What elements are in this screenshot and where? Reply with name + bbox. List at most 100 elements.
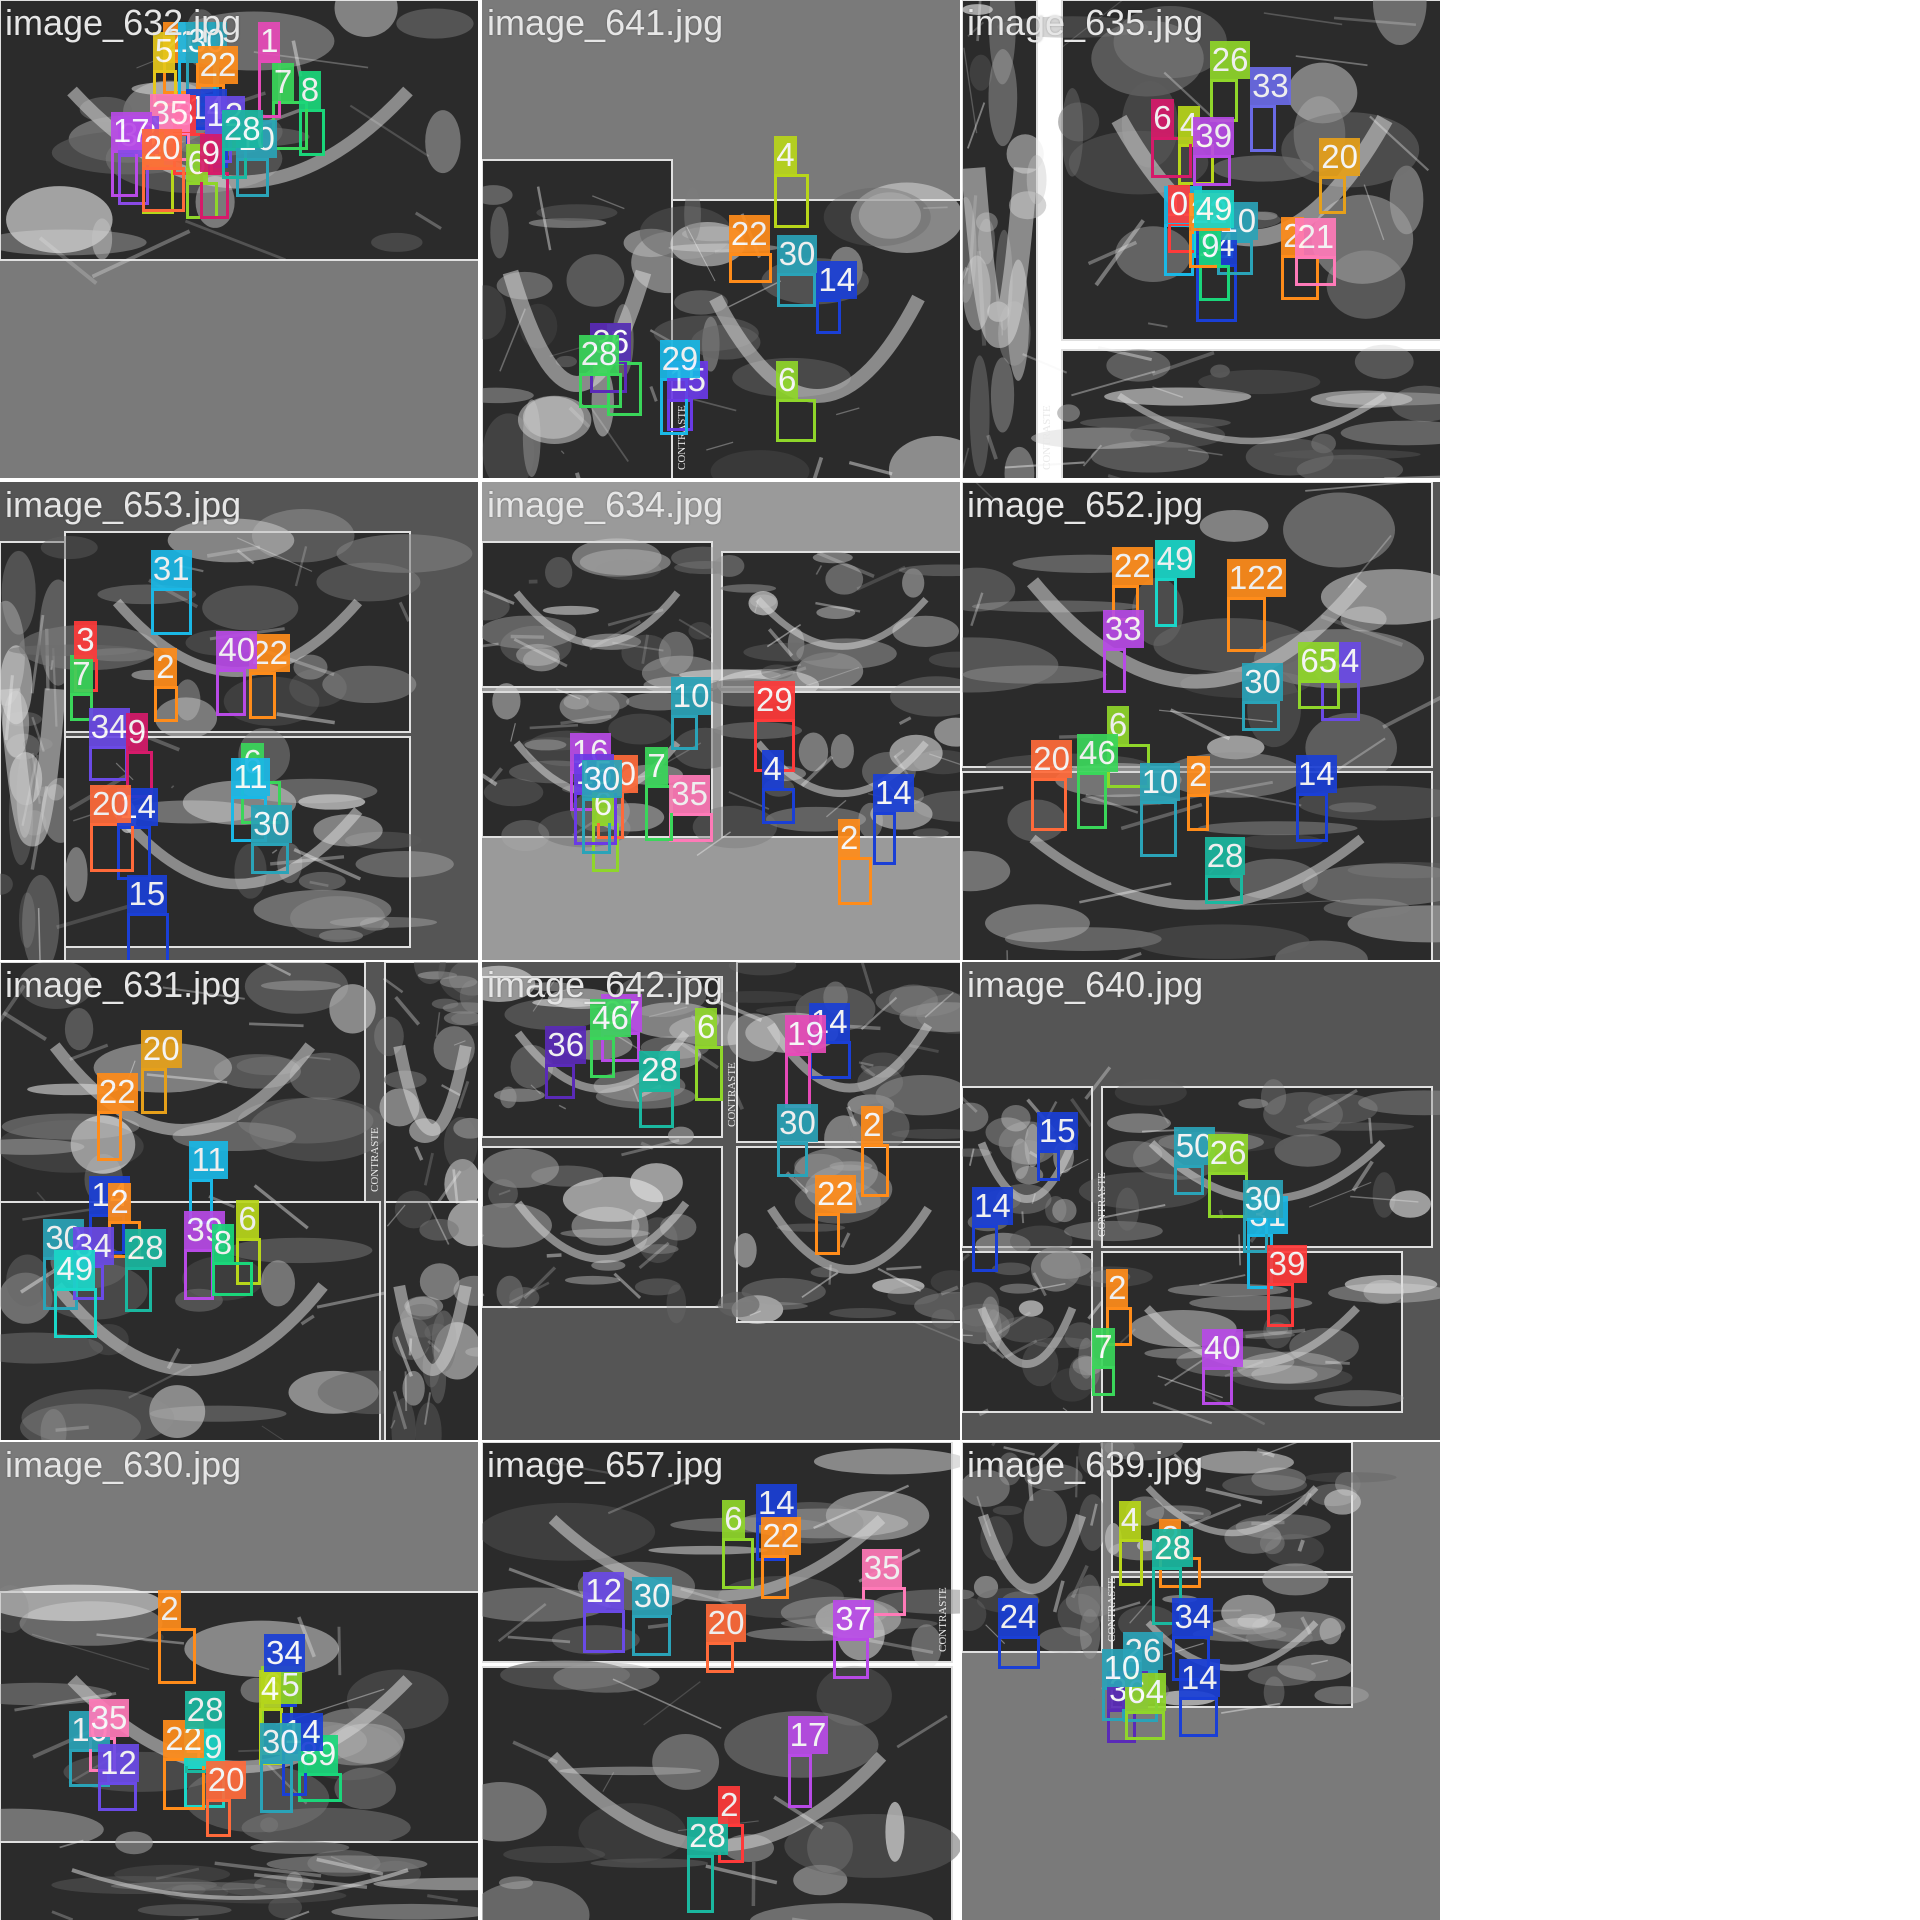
detection-box [787, 1753, 812, 1808]
detection-box [872, 812, 896, 866]
detection-label: 22 [760, 1516, 802, 1555]
detection-box [1118, 1539, 1144, 1587]
side-caption: CONTRASTE [1096, 1172, 1108, 1237]
detection-box [251, 842, 289, 874]
detection-label: 28 [578, 334, 620, 373]
detection-label: 30 [1242, 1180, 1284, 1219]
detection-label: 34 [88, 708, 130, 747]
detection-label: 6 [695, 1007, 718, 1046]
xray-panel [996, 0, 1440, 341]
detection-label: 2 [861, 1105, 884, 1144]
detection-label: 122 [1226, 558, 1286, 597]
detection-box [815, 1213, 841, 1256]
detection-label: 3 [74, 620, 97, 659]
detection-box [1319, 175, 1346, 214]
detection-label: 2 [108, 1182, 131, 1221]
detection-box [777, 1142, 808, 1177]
detection-label: 19 [785, 1014, 826, 1053]
detection-label: 20 [1031, 740, 1072, 779]
detection-label: 49 [1193, 190, 1235, 229]
detection-box [211, 1261, 254, 1297]
detection-label: 2 [158, 1589, 181, 1628]
xray-panel [962, 1246, 1114, 1417]
xray-image [482, 159, 960, 478]
xray-panel [1066, 1234, 1440, 1426]
detection-box [1092, 1366, 1115, 1397]
detection-label: 20 [705, 1603, 747, 1642]
detection-label: 4 [761, 750, 784, 789]
detection-label: 39 [1193, 117, 1235, 156]
xray-panel [482, 1660, 960, 1920]
detection-label: 31 [150, 550, 192, 589]
detection-label: 15 [126, 875, 168, 914]
mosaic-tile: CONTRASTE154073150143930226image_640.jpg [962, 962, 1440, 1440]
detection-box [199, 171, 229, 220]
detection-box [96, 1111, 123, 1162]
mosaic-tile: CONTRASTE142639223028201134498image_631.… [0, 962, 478, 1440]
detection-label: 14 [972, 1187, 1013, 1226]
detection-label: 28 [639, 1051, 680, 1090]
detection-label: 0 [1167, 185, 1191, 224]
detection-box [639, 1089, 674, 1128]
mosaic-tile: CONTRASTE1410112093322214396492026image_… [962, 0, 1440, 478]
detection-label: 2 [1106, 1269, 1129, 1308]
xray-image [0, 509, 473, 960]
detection-box [670, 715, 699, 751]
detection-label: 30 [777, 1104, 818, 1143]
detection-box [669, 813, 714, 843]
xray-panel [8, 509, 473, 739]
detection-box [1154, 577, 1178, 627]
detection-box [221, 147, 247, 179]
xray-image [962, 0, 1440, 478]
xray-image [482, 1442, 960, 1920]
detection-label: 28 [184, 1691, 226, 1730]
detection-label: 14 [816, 261, 858, 300]
detection-label: 10 [1101, 1649, 1143, 1688]
xray-panel [482, 1442, 960, 1669]
detection-label: 65 [1298, 642, 1340, 681]
detection-box [1107, 1708, 1137, 1743]
detection-box [1102, 648, 1126, 694]
detection-label: 10 [1139, 762, 1181, 801]
detection-label: 4 [1118, 1501, 1142, 1540]
detection-box [259, 1761, 294, 1814]
detection-box [687, 1855, 714, 1914]
detection-label: 14 [1178, 1659, 1220, 1698]
detection-box [722, 1537, 754, 1590]
detection-box [140, 1068, 168, 1114]
detection-label: 9 [1199, 227, 1222, 266]
detection-box [90, 823, 134, 872]
detection-label: 20 [205, 1760, 247, 1799]
detection-label: 30 [1242, 662, 1283, 701]
xray-panel [1099, 1442, 1397, 1573]
detection-box [1266, 1282, 1295, 1328]
detection-label: 10 [670, 677, 712, 716]
detection-box [216, 668, 246, 716]
detection-label: 30 [776, 234, 818, 273]
detection-box [1204, 875, 1243, 904]
detection-box [1298, 680, 1340, 709]
detection-label: 46 [590, 999, 631, 1038]
xray-image [0, 0, 478, 285]
detection-box [631, 1615, 672, 1656]
detection-box [833, 1638, 869, 1679]
detection-label: 33 [1250, 67, 1291, 106]
detection-box [205, 1798, 232, 1838]
detection-label: 40 [216, 630, 258, 669]
detection-label: 50 [1173, 1126, 1215, 1165]
xray-panel [962, 0, 1047, 478]
detection-label: 24 [997, 1597, 1039, 1636]
detection-box [667, 398, 693, 432]
detection-box [1151, 136, 1193, 178]
detection-box [298, 108, 325, 157]
detection-label: 11 [189, 1140, 228, 1179]
detection-box [583, 1610, 625, 1653]
detection-label: 2 [718, 1785, 741, 1824]
detection-label: 21 [1295, 217, 1337, 256]
detection-label: 9 [125, 713, 149, 752]
detection-box [837, 857, 872, 906]
detection-label: 28 [1152, 1528, 1193, 1567]
xray-panel [482, 159, 706, 478]
detection-box [545, 1064, 575, 1100]
detection-box [695, 1045, 723, 1101]
